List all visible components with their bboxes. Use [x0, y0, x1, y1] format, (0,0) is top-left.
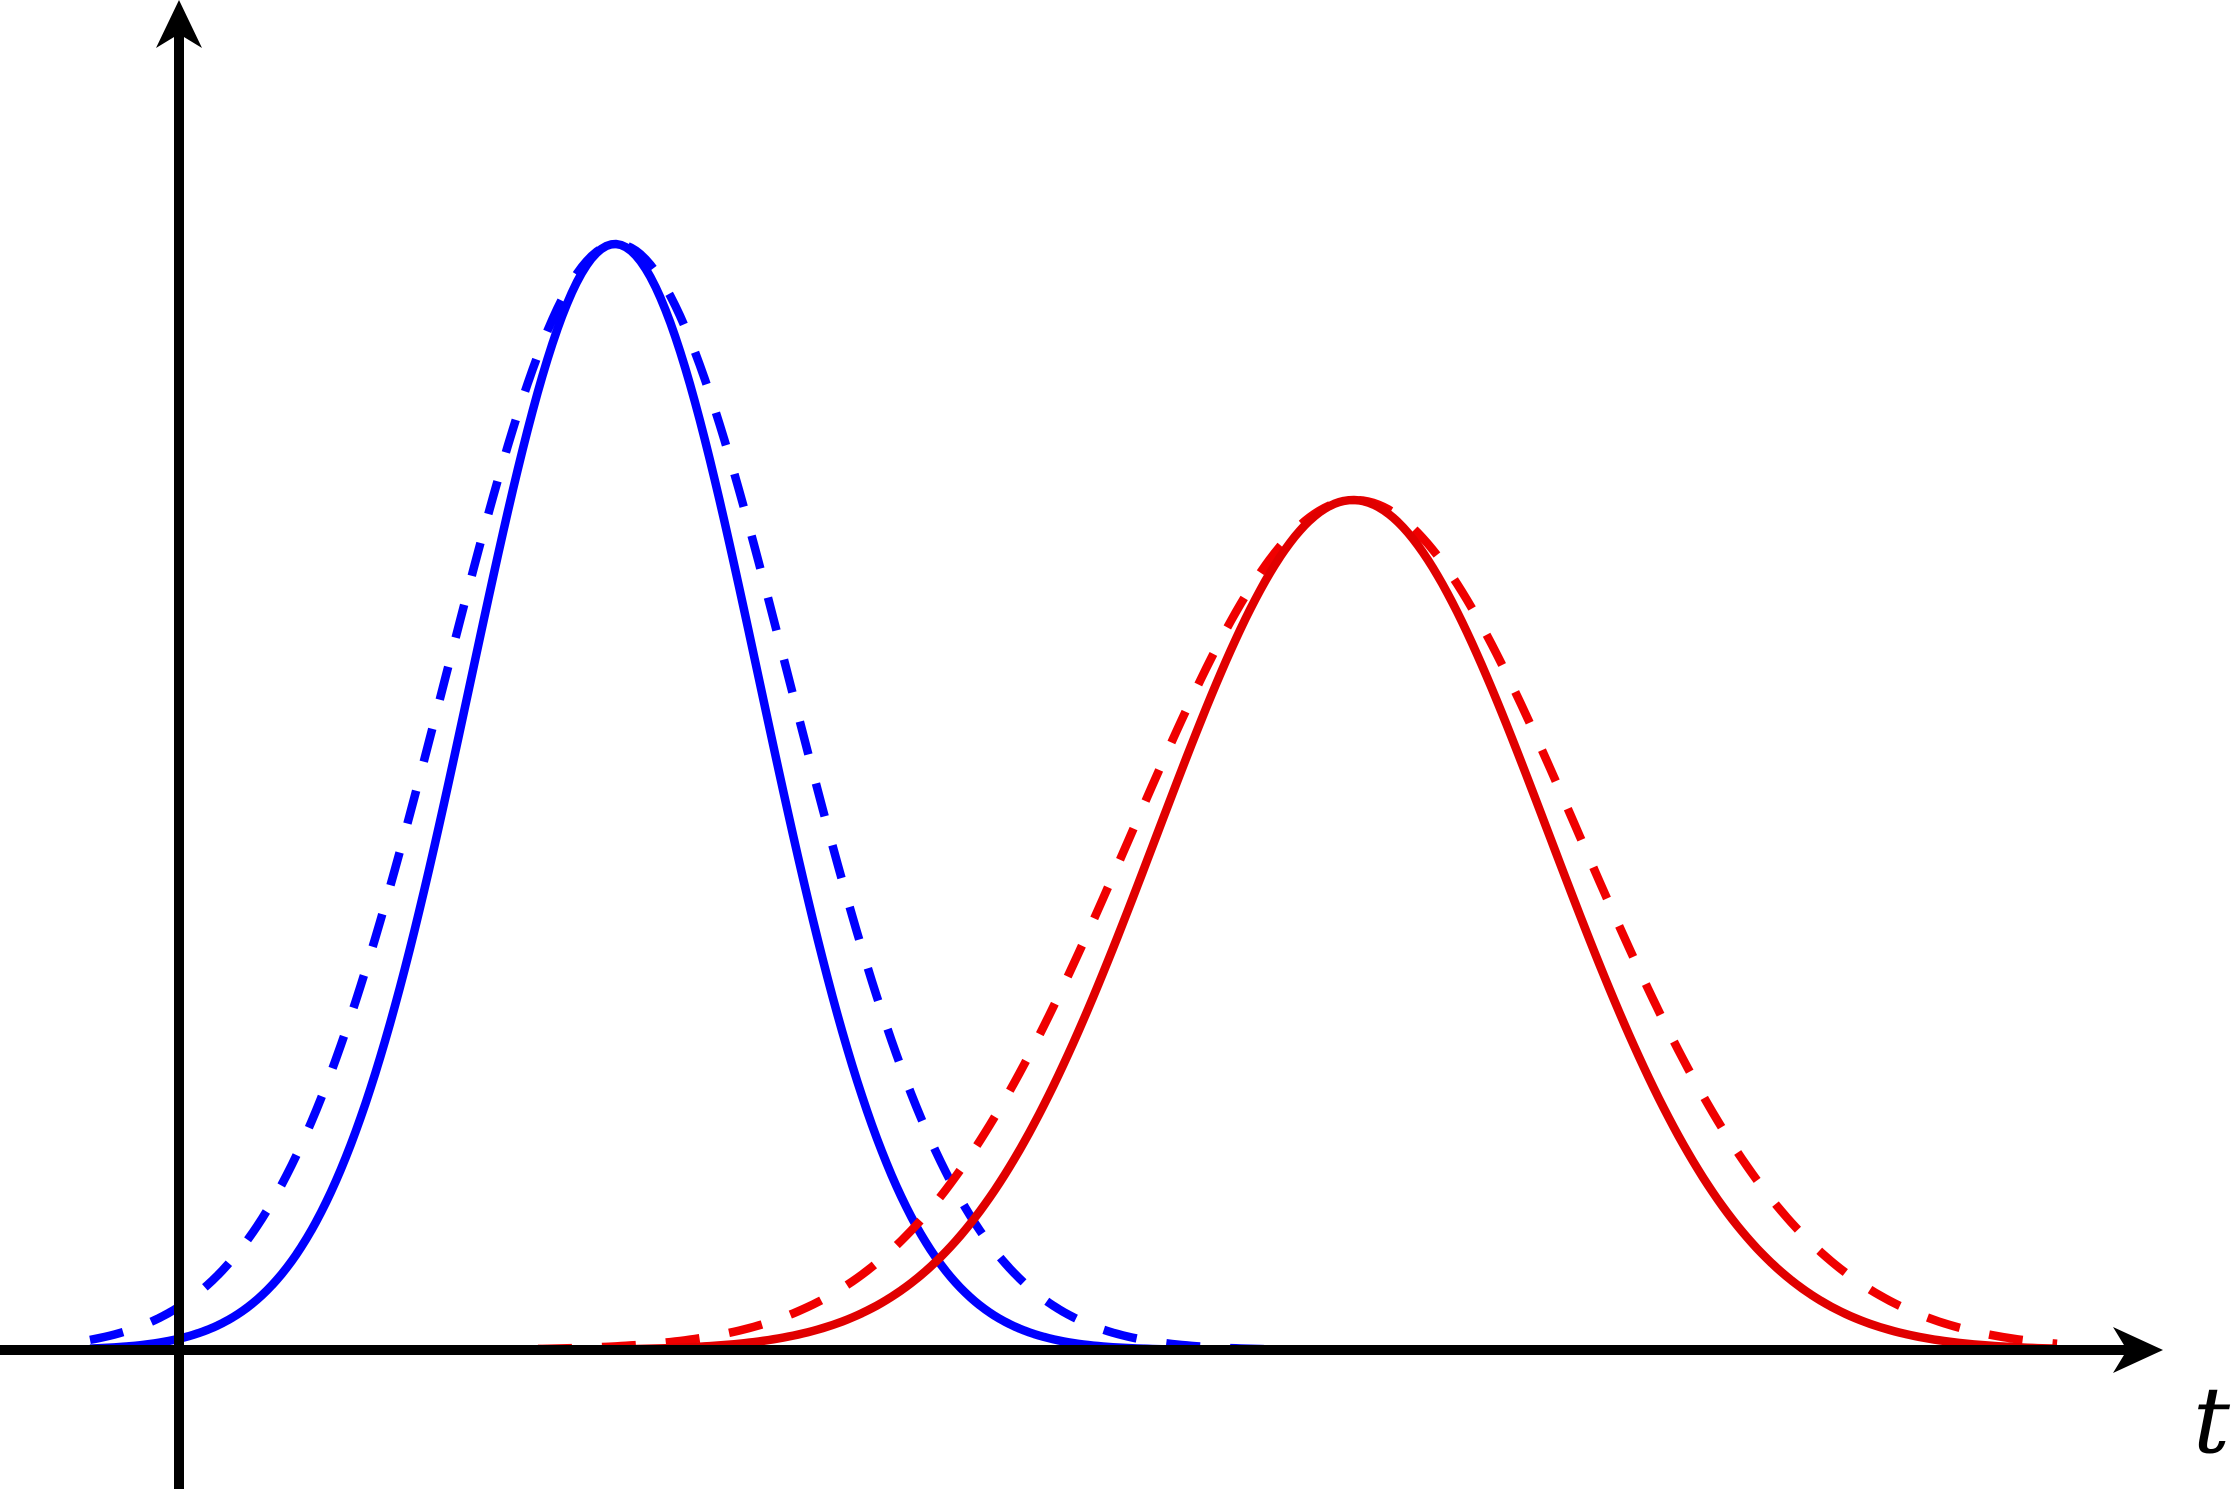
curves-group [89, 239, 2058, 1355]
red-dashed-curve [90, 495, 2058, 1355]
x-axis-arrowhead-icon [2113, 1327, 2163, 1373]
axes-group [0, 0, 2163, 1489]
red-solid-curve [90, 495, 2058, 1355]
blue-dashed-curve [89, 239, 2057, 1355]
blue-solid-curve [89, 239, 2057, 1355]
y-axis-arrowhead-icon [156, 0, 202, 48]
x-axis-label: t [2193, 1367, 2230, 1474]
